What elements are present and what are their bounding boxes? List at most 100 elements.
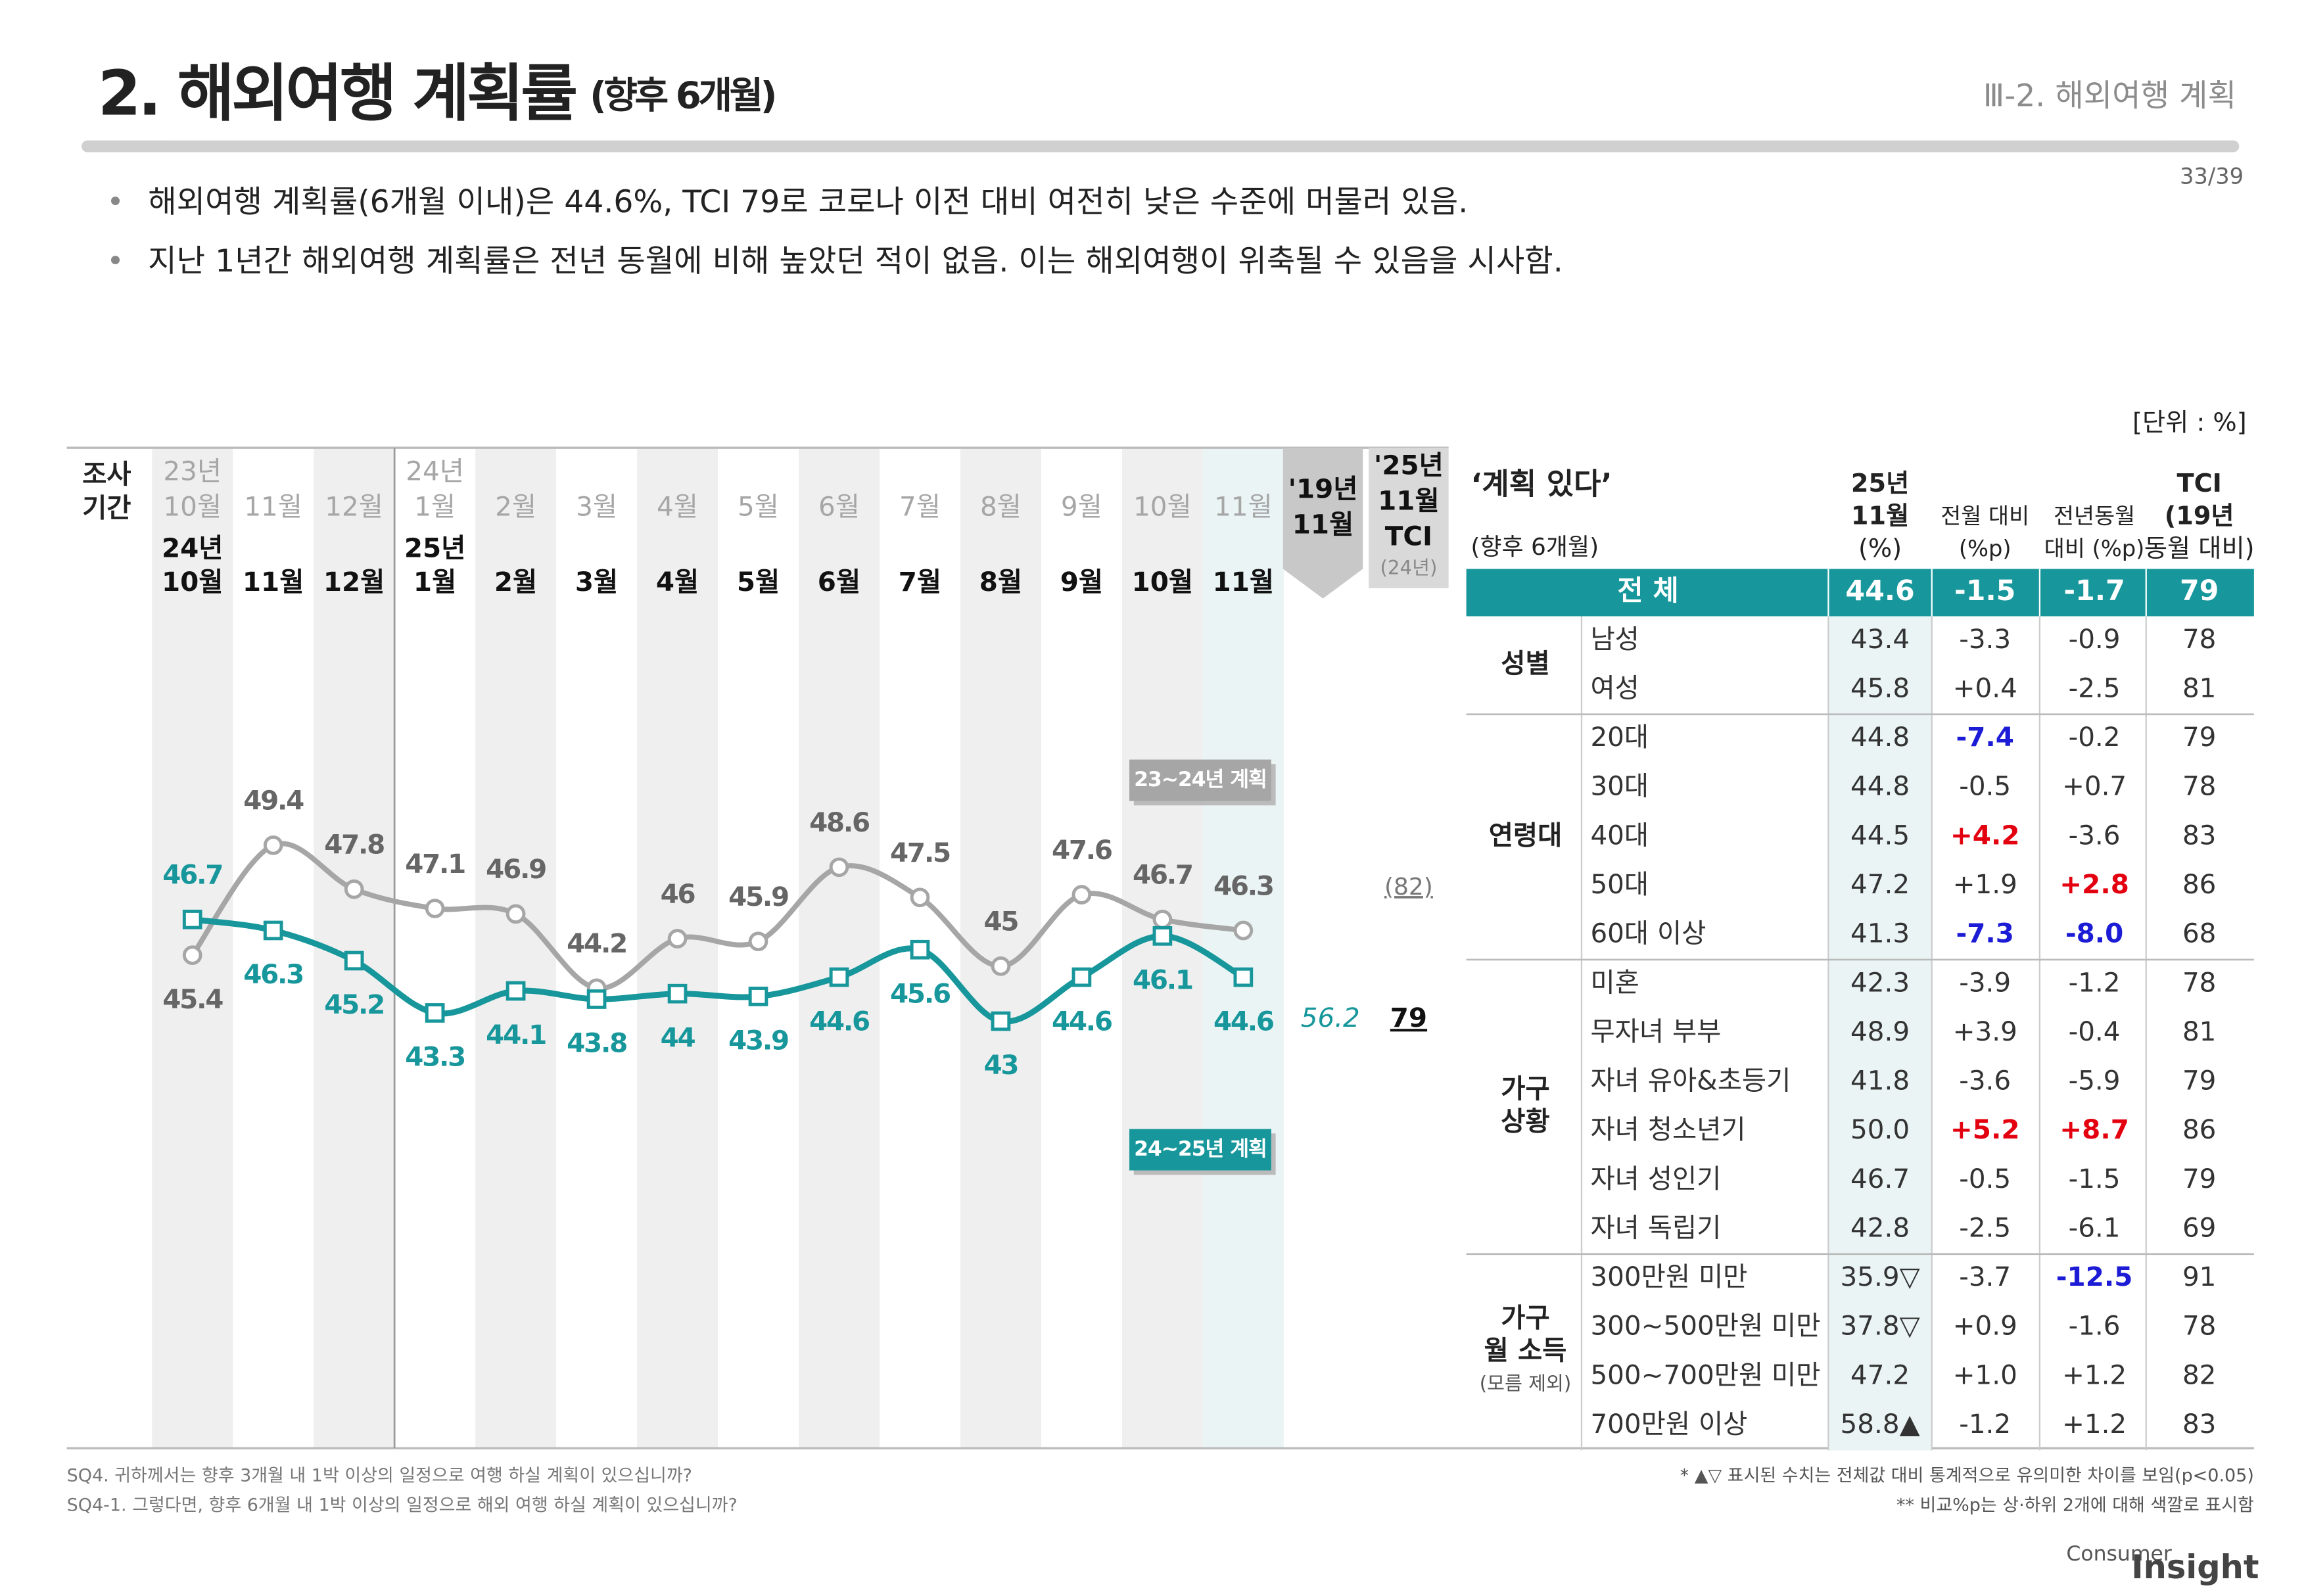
column-header: 동월 대비) <box>2144 534 2255 563</box>
table-cell: -6.1 <box>2069 1211 2121 1243</box>
row-label: 미혼 <box>1590 966 1639 998</box>
table-cell: 41.3 <box>1850 918 1910 949</box>
row-label: 자녀 독립기 <box>1590 1211 1721 1243</box>
point-marker <box>1071 967 1092 987</box>
table-cell: -0.5 <box>1959 770 2011 802</box>
table-cell: -5.9 <box>2069 1065 2121 1096</box>
table-cell: 46.7 <box>1850 1163 1910 1194</box>
point-marker <box>344 879 364 899</box>
table-cell: -3.6 <box>2069 819 2121 851</box>
table-cell: +3.9 <box>1953 1016 2017 1047</box>
point-marker <box>506 981 526 1001</box>
row-label: 40대 <box>1590 819 1649 851</box>
table-cell: -3.7 <box>1959 1261 2011 1292</box>
point-marker <box>586 989 607 1009</box>
data-label: 47.6 <box>1052 834 1112 866</box>
data-label: 44.1 <box>486 1019 546 1050</box>
table-cell: 78 <box>2182 623 2216 655</box>
column-header: TCI <box>2177 469 2222 498</box>
x-tick-label: 6월 <box>818 566 860 598</box>
table-cell: -7.4 <box>1956 721 2013 753</box>
x-tick-label: 3월 <box>575 566 618 598</box>
table-cell: -1.5 <box>2069 1163 2121 1194</box>
x-tick-label: 25년 <box>404 532 466 563</box>
prev-period-label: 3월 <box>576 490 617 522</box>
data-label: 49.4 <box>243 785 304 816</box>
x-tick-label: 4월 <box>656 566 699 598</box>
table-cell: 44.8 <box>1850 721 1910 753</box>
table-cell: 68 <box>2182 918 2216 949</box>
row-label: 여성 <box>1590 672 1639 703</box>
point-marker <box>263 920 283 941</box>
row-label: 300~500만원 미만 <box>1590 1310 1820 1342</box>
x-tick-label: 7월 <box>899 566 941 598</box>
reference-label: '19년 <box>1288 473 1358 504</box>
prev-period-label: 5월 <box>738 490 779 522</box>
table-cell: +0.9 <box>1953 1310 2017 1342</box>
table-cell: 82 <box>2182 1359 2216 1390</box>
point-marker <box>829 857 849 878</box>
column-header: (19년 <box>2165 502 2234 530</box>
point-marker <box>910 887 930 908</box>
table-cell: -3.9 <box>1959 966 2011 998</box>
table-cell: -8.0 <box>2065 918 2123 949</box>
row-label: 남성 <box>1590 623 1639 655</box>
column-band <box>1121 448 1203 1449</box>
column-header: (%p) <box>1959 536 2012 561</box>
group-sub-label: (모름 제외) <box>1480 1373 1572 1395</box>
table-cell: 78 <box>2182 966 2216 998</box>
table-cell: 81 <box>2182 672 2216 703</box>
x-tick-label: 9월 <box>1060 566 1103 598</box>
point-marker <box>344 951 364 971</box>
row-label: 50대 <box>1590 868 1649 900</box>
x-tick-label: 1월 <box>413 566 456 598</box>
table-cell: -1.2 <box>2069 966 2121 998</box>
point-marker <box>748 931 768 952</box>
bullet: 지난 1년간 해외여행 계획률은 전년 동월에 비해 높았던 적이 없음. 이는… <box>148 243 1563 279</box>
table-cell: 48.9 <box>1850 1016 1910 1047</box>
prev-period-label: 8월 <box>980 490 1022 522</box>
group-label: 연령대 <box>1489 819 1563 851</box>
unit-label: [단위 : %] <box>2132 409 2247 438</box>
bullet: 해외여행 계획률(6개월 이내)은 44.6%, TCI 79로 코로나 이전 … <box>148 184 1468 220</box>
table-cell: 78 <box>2182 1310 2216 1342</box>
data-label: 46.7 <box>1133 859 1192 891</box>
table-cell: 86 <box>2182 868 2216 900</box>
data-label: 47.5 <box>890 837 950 868</box>
data-label: 46.1 <box>1133 964 1192 996</box>
row-label: 500~700만원 미만 <box>1590 1359 1820 1390</box>
table-cell: -0.2 <box>2069 721 2121 753</box>
group-label: 가구 <box>1501 1302 1549 1334</box>
reference-label: 11월 <box>1292 508 1354 540</box>
point-marker <box>1233 920 1254 941</box>
table-cell: -1.2 <box>1959 1408 2011 1440</box>
column-header: 대비 (%p) <box>2044 536 2145 561</box>
data-label: 44.6 <box>809 1005 869 1037</box>
row-label: 20대 <box>1590 721 1649 753</box>
point-marker <box>910 939 930 960</box>
point-marker <box>263 835 283 855</box>
total-cell: 79 <box>2180 575 2219 607</box>
tci-prev-value: (82) <box>1384 874 1433 901</box>
prev-period-label: 12월 <box>325 490 383 522</box>
data-label: 47.1 <box>405 848 465 880</box>
table-cell: 86 <box>2182 1114 2216 1145</box>
data-label: 44 <box>661 1021 695 1053</box>
data-label: 45.9 <box>728 881 788 912</box>
point-marker <box>1233 967 1254 987</box>
x-tick-label: 12월 <box>323 566 385 598</box>
brand-large: Insight <box>2131 1548 2259 1586</box>
point-marker <box>425 899 445 918</box>
table-cell: 50.0 <box>1850 1114 1910 1145</box>
x-tick-label: 10월 <box>162 566 224 598</box>
prev-period-label: 7월 <box>899 490 941 522</box>
x-tick-label: 5월 <box>737 566 780 598</box>
data-label: 46.3 <box>1213 870 1273 901</box>
row-label: 60대 이상 <box>1590 918 1706 949</box>
point-marker <box>182 909 202 929</box>
table-cell: 44.5 <box>1850 819 1910 851</box>
row-label: 자녀 청소년기 <box>1590 1114 1745 1145</box>
table-cell: +0.7 <box>2062 770 2127 802</box>
reference-value: 56.2 <box>1301 1002 1360 1033</box>
